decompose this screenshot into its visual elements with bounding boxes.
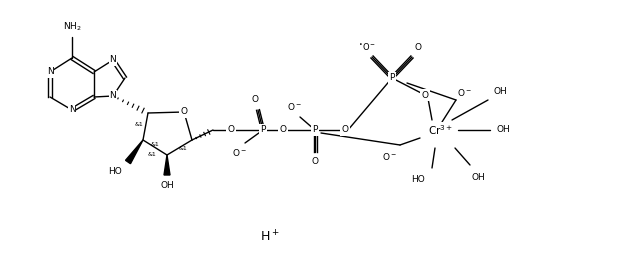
Text: O$^-$: O$^-$ — [233, 147, 248, 158]
Text: O: O — [311, 156, 319, 166]
Text: N: N — [69, 106, 76, 114]
Text: NH$_2$: NH$_2$ — [63, 21, 81, 33]
Text: O$^-$: O$^-$ — [457, 87, 472, 98]
Text: H$^+$: H$^+$ — [260, 229, 280, 245]
Text: N: N — [46, 67, 53, 76]
Text: O: O — [422, 90, 428, 100]
Text: OH: OH — [160, 182, 174, 191]
Text: &1: &1 — [150, 142, 159, 147]
Text: O: O — [251, 95, 259, 104]
Text: &1: &1 — [147, 153, 157, 158]
Text: O$^-$: O$^-$ — [287, 101, 303, 112]
Text: HO: HO — [108, 167, 122, 177]
Text: O: O — [181, 108, 188, 117]
Text: N: N — [110, 92, 116, 100]
Text: &1: &1 — [134, 122, 144, 128]
Text: N: N — [110, 56, 116, 65]
Text: P: P — [313, 125, 318, 134]
Text: O: O — [342, 125, 348, 134]
Text: O$^-$: O$^-$ — [383, 150, 397, 161]
Text: O: O — [415, 43, 422, 51]
Text: O: O — [280, 125, 287, 134]
Polygon shape — [164, 155, 170, 175]
Text: P: P — [389, 73, 395, 82]
Text: $^{\bullet}$O$^-$: $^{\bullet}$O$^-$ — [358, 42, 376, 53]
Text: HO: HO — [411, 175, 425, 185]
Text: O: O — [228, 125, 235, 134]
Text: &1: &1 — [179, 145, 188, 150]
Text: OH: OH — [493, 87, 507, 97]
Text: OH: OH — [471, 172, 485, 182]
Text: Cr$^{3+}$: Cr$^{3+}$ — [428, 123, 452, 137]
Text: P: P — [261, 125, 266, 134]
Polygon shape — [126, 140, 143, 164]
Text: OH: OH — [496, 125, 510, 134]
